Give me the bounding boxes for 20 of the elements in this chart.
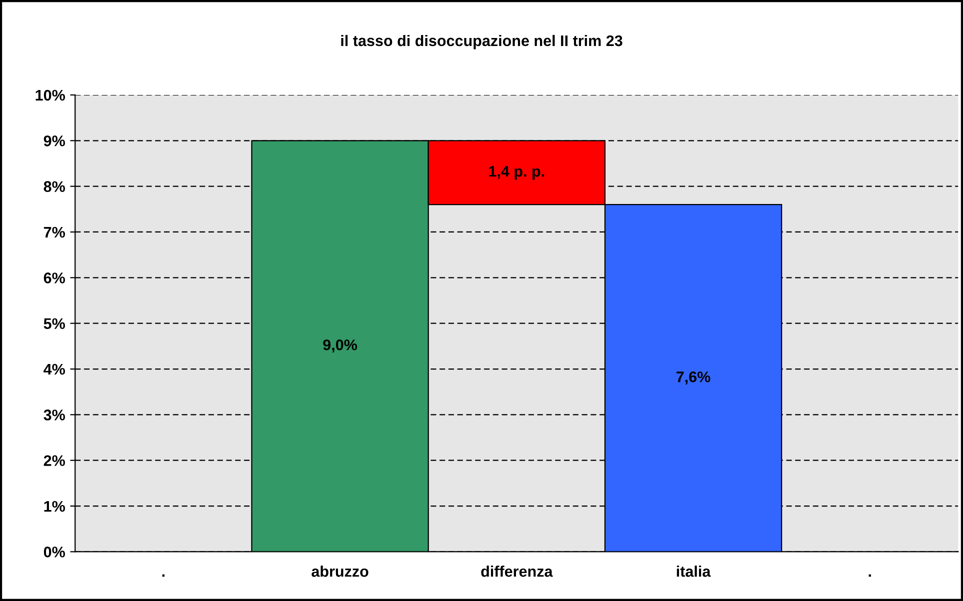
x-tick-label: italia — [676, 566, 711, 577]
y-tick-label: 7% — [44, 226, 65, 238]
chart-title: il tasso di disoccupazione nel II trim 23 — [341, 34, 622, 50]
y-tick-label: 6% — [44, 272, 65, 284]
data-label: 1,4 p. p. — [489, 166, 544, 180]
y-tick-label: 5% — [44, 318, 65, 330]
x-tick-label: differenza — [481, 566, 553, 577]
y-tick-label: 2% — [44, 455, 65, 466]
y-tick-label: 3% — [44, 410, 65, 420]
data-label: 7,6% — [676, 371, 710, 384]
y-tick-label: 10% — [36, 90, 65, 101]
y-tick-label: 9% — [44, 136, 65, 146]
x-tick-label: . — [868, 574, 871, 577]
x-tick-label: abruzzo — [312, 566, 368, 577]
y-tick-label: 0% — [44, 546, 65, 558]
data-label: 9,0% — [323, 339, 358, 352]
x-tick-label: . — [162, 574, 164, 577]
y-tick-label: 8% — [44, 181, 65, 192]
y-tick-label: 1% — [44, 500, 65, 512]
y-tick-label: 4% — [44, 364, 65, 375]
